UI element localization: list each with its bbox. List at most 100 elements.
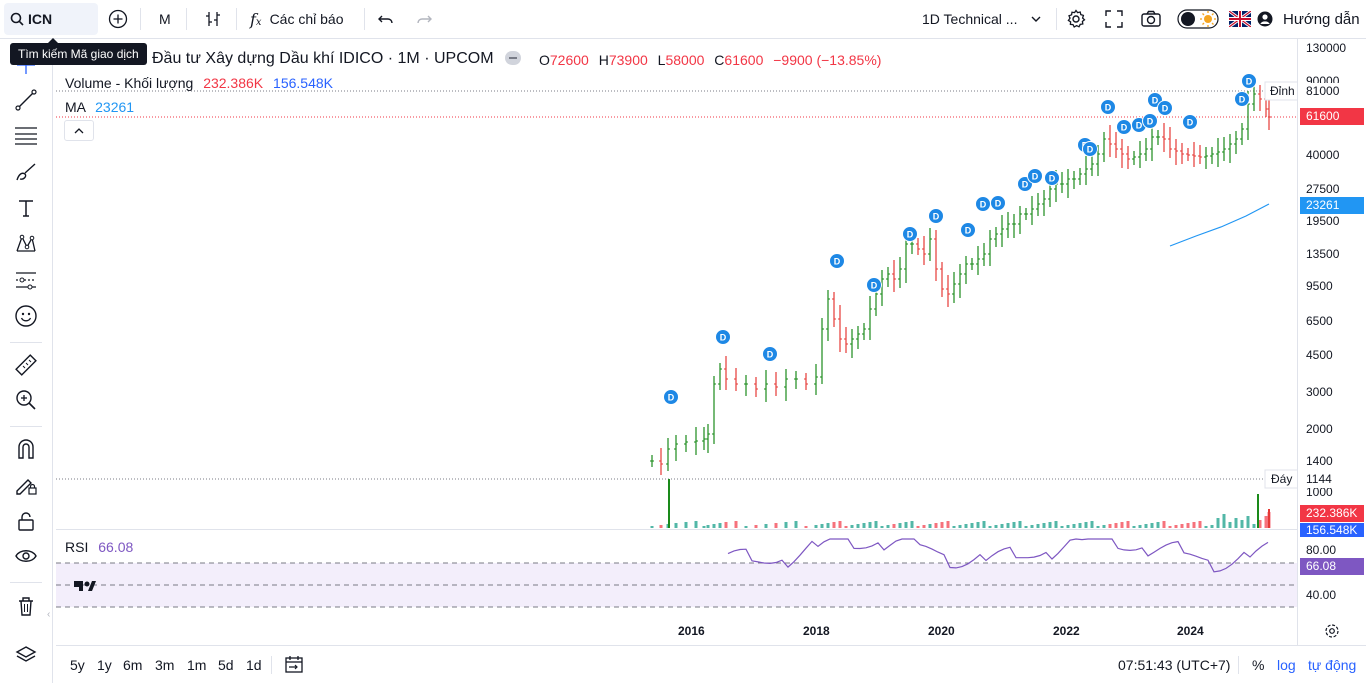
fullscreen-button[interactable] — [1104, 0, 1124, 38]
auto-toggle[interactable]: tự động — [1308, 657, 1357, 673]
range-1d[interactable]: 1d — [246, 657, 262, 673]
dividend-marker[interactable]: D — [1100, 99, 1116, 115]
scale-settings-button[interactable] — [1324, 623, 1340, 644]
symbol-search-button[interactable]: ICN — [4, 3, 98, 35]
high-price-tag: 81000 — [1300, 83, 1364, 100]
help-button[interactable]: Hướng dẫn — [1257, 0, 1360, 38]
indicators-button[interactable]: fx Các chỉ báo — [250, 0, 344, 38]
collapse-legend-button[interactable] — [64, 120, 94, 141]
dividend-marker[interactable]: D — [1182, 114, 1198, 130]
zoom-button[interactable] — [10, 386, 42, 418]
low-label-text: Đáy — [1271, 472, 1292, 486]
volume-bar — [1186, 523, 1190, 528]
rsi-legend[interactable]: RSI 66.08 — [65, 539, 133, 555]
magnet-button[interactable] — [10, 435, 42, 467]
legend-menu-button[interactable] — [505, 51, 521, 65]
log-toggle[interactable]: log — [1277, 657, 1296, 673]
range-6m[interactable]: 6m — [123, 657, 143, 673]
ma-legend[interactable]: MA 23261 — [65, 99, 134, 115]
clock[interactable]: 07:51:43 (UTC+7) — [1118, 657, 1231, 673]
add-symbol-button[interactable] — [108, 0, 128, 38]
forecast-button[interactable] — [10, 266, 42, 298]
ma-price-tag: 23261 — [1300, 197, 1364, 214]
help-label: Hướng dẫn — [1283, 10, 1360, 28]
lock-drawing-button[interactable] — [10, 471, 42, 503]
range-1m[interactable]: 1m — [187, 657, 207, 673]
svg-text:D: D — [1087, 145, 1094, 155]
volume-bar — [674, 523, 678, 528]
emoji-button[interactable] — [10, 302, 42, 334]
settings-button[interactable] — [1065, 0, 1087, 38]
lock-all-button[interactable] — [10, 507, 42, 539]
svg-text:D: D — [1246, 77, 1253, 87]
year-tick: 2022 — [1053, 624, 1080, 638]
svg-text:D: D — [907, 230, 914, 240]
range-5y[interactable]: 5y — [70, 657, 85, 673]
range-3m[interactable]: 3m — [155, 657, 175, 673]
price-chart[interactable]: DDDDDDDDDDDDDDDDDDDDDDDD Đỉnh Đáy — [56, 39, 1297, 618]
fib-icon — [13, 125, 39, 152]
remove-drawings-button[interactable] — [10, 592, 42, 624]
ruler-button[interactable] — [10, 351, 42, 383]
ohlc-values: O72600 H73900 L58000 C61600 −9900 (−13.8… — [539, 52, 881, 68]
volume-bar — [1156, 522, 1160, 528]
price-tick: 4500 — [1306, 348, 1333, 362]
hide-drawings-button[interactable] — [10, 542, 42, 574]
dividend-marker[interactable]: D — [762, 346, 778, 362]
redo-button[interactable] — [415, 0, 433, 38]
dividend-marker[interactable]: D — [715, 329, 731, 345]
volume-legend[interactable]: Volume - Khối lượng 232.386K 156.548K — [65, 75, 333, 91]
go-to-date-button[interactable] — [284, 646, 304, 684]
svg-text:D: D — [720, 333, 727, 343]
volume-ma-tag: 156.548K — [1300, 523, 1364, 537]
theme-toggle[interactable] — [1177, 0, 1219, 38]
snapshot-button[interactable] — [1140, 0, 1162, 38]
dividend-marker[interactable]: D — [663, 389, 679, 405]
volume-bar — [734, 521, 738, 528]
dividend-marker[interactable]: D — [1234, 91, 1250, 107]
volume-bar — [1108, 524, 1112, 528]
dividend-marker[interactable]: D — [1241, 73, 1257, 89]
dividend-marker[interactable]: D — [902, 226, 918, 242]
range-1y[interactable]: 1y — [97, 657, 112, 673]
user-icon — [1257, 11, 1273, 27]
pattern-button[interactable] — [10, 230, 42, 262]
dividend-marker[interactable]: D — [1082, 141, 1098, 157]
time-axis[interactable]: 2016 2018 2020 2022 2024 — [56, 618, 1297, 644]
language-button[interactable] — [1229, 0, 1251, 38]
change-value: −9900 (−13.85%) — [773, 52, 882, 68]
volume-bar — [754, 525, 758, 528]
volume-bar — [982, 521, 986, 528]
dividend-marker[interactable]: D — [1142, 113, 1158, 129]
fib-button[interactable] — [10, 122, 42, 154]
dividend-marker[interactable]: D — [1116, 119, 1132, 135]
dividend-marker[interactable]: D — [1044, 170, 1060, 186]
undo-button[interactable] — [377, 0, 395, 38]
brush-button[interactable] — [10, 158, 42, 190]
dividend-marker[interactable]: D — [1027, 168, 1043, 184]
volume-bar — [1132, 526, 1136, 528]
dividend-marker[interactable]: D — [975, 196, 991, 212]
layout-select[interactable]: 1D Technical ... — [922, 0, 1041, 38]
tradingview-logo-icon[interactable] — [74, 581, 96, 591]
percent-toggle[interactable]: % — [1252, 657, 1265, 673]
dividend-marker[interactable]: D — [1157, 100, 1173, 116]
svg-text:D: D — [995, 199, 1002, 209]
text-button[interactable] — [10, 194, 42, 226]
dividend-marker[interactable]: D — [928, 208, 944, 224]
dividend-marker[interactable]: D — [960, 222, 976, 238]
volume-bar — [1216, 518, 1220, 528]
pane-separator[interactable] — [56, 529, 1297, 530]
dividend-marker[interactable]: D — [829, 253, 845, 269]
collapse-toolbar-handle[interactable]: ‹ — [47, 608, 51, 620]
dividend-marker[interactable]: D — [866, 277, 882, 293]
chart-style-button[interactable] — [203, 0, 223, 38]
trend-line-button[interactable] — [10, 86, 42, 118]
object-tree-button[interactable] — [10, 641, 42, 673]
price-scale[interactable]: 130000 90000 40000 27500 19500 13500 950… — [1297, 39, 1366, 645]
price-tick: 6500 — [1306, 314, 1333, 328]
interval-button[interactable]: M — [159, 0, 171, 38]
svg-text:D: D — [1136, 121, 1143, 131]
range-5d[interactable]: 5d — [218, 657, 234, 673]
dividend-marker[interactable]: D — [990, 195, 1006, 211]
